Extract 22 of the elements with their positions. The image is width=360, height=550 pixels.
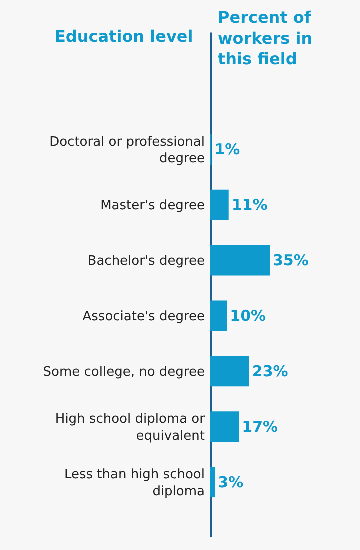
bar bbox=[210, 300, 228, 332]
y-tick-label: Associate's degree bbox=[82, 310, 205, 325]
bar bbox=[210, 245, 270, 276]
data-label: 17% bbox=[242, 418, 278, 436]
data-label: 35% bbox=[273, 252, 309, 270]
y-tick-label: Doctoral or professional degree bbox=[50, 134, 205, 167]
x-axis-title: Percent of workers in this field bbox=[218, 8, 313, 69]
data-label: 10% bbox=[230, 307, 266, 325]
data-label: 23% bbox=[252, 362, 288, 380]
y-tick-label: High school diploma or equivalent bbox=[55, 412, 206, 444]
y-tick-label: Bachelor's degree bbox=[88, 254, 205, 270]
y-tick-label: Master's degree bbox=[100, 198, 205, 214]
data-label: 3% bbox=[218, 473, 244, 492]
bar bbox=[210, 412, 240, 442]
y-tick-label: Less than high school diploma bbox=[64, 467, 205, 500]
data-label: 1% bbox=[214, 140, 240, 159]
bar bbox=[210, 467, 216, 498]
bar bbox=[210, 356, 250, 387]
data-label: 11% bbox=[232, 196, 268, 214]
y-axis-title: Education level bbox=[55, 27, 194, 46]
bar bbox=[210, 190, 229, 220]
y-tick-label: Some college, no degree bbox=[43, 364, 205, 380]
